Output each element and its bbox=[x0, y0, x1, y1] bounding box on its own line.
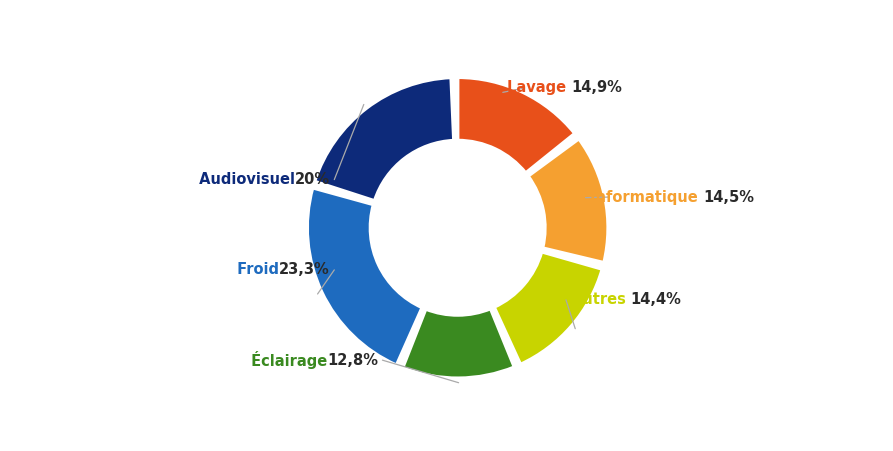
Text: 12,8%: 12,8% bbox=[327, 353, 378, 368]
Text: Informatique: Informatique bbox=[590, 190, 703, 205]
Wedge shape bbox=[458, 77, 575, 173]
Text: Audiovisuel: Audiovisuel bbox=[194, 172, 295, 187]
Text: 14,5%: 14,5% bbox=[703, 190, 754, 205]
Text: Éclairage: Éclairage bbox=[246, 351, 327, 369]
Wedge shape bbox=[314, 78, 454, 201]
Text: 20%: 20% bbox=[295, 172, 330, 187]
Text: 14,9%: 14,9% bbox=[572, 80, 622, 95]
Wedge shape bbox=[403, 308, 514, 378]
Wedge shape bbox=[307, 188, 422, 365]
Text: 14,4%: 14,4% bbox=[630, 292, 681, 308]
Text: Froid: Froid bbox=[232, 262, 279, 277]
Wedge shape bbox=[528, 138, 608, 263]
Text: Lavage: Lavage bbox=[507, 80, 572, 95]
Wedge shape bbox=[494, 252, 602, 364]
Text: Autres: Autres bbox=[571, 292, 630, 308]
Text: 23,3%: 23,3% bbox=[279, 262, 330, 277]
